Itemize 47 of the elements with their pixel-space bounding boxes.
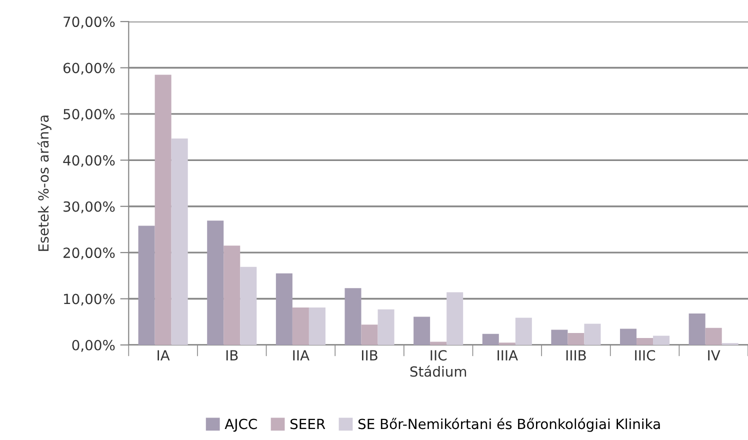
x-tick-label: IIIA — [498, 350, 518, 360]
y-tick-label: 60,00% — [63, 62, 115, 75]
bar — [240, 266, 257, 345]
legend-label: SEER — [290, 418, 326, 430]
bar — [584, 324, 601, 345]
y-tick-label: 10,00% — [64, 294, 115, 306]
bar — [551, 330, 568, 345]
bar — [636, 338, 654, 345]
bar — [308, 308, 326, 345]
bar — [224, 246, 240, 345]
bar — [688, 314, 706, 345]
bar — [378, 309, 394, 345]
bar — [207, 220, 224, 345]
bar — [568, 332, 584, 345]
bar — [344, 288, 362, 345]
bar — [154, 74, 172, 345]
x-tick-label: IIIB — [566, 350, 586, 360]
bar — [446, 292, 464, 345]
bar — [276, 273, 292, 345]
y-tick-label: 70,00% — [64, 16, 115, 28]
bar — [414, 316, 430, 345]
y-tick-label: 30,00% — [64, 201, 115, 214]
bar — [705, 328, 722, 345]
x-tick-label: IA — [158, 350, 170, 360]
bar — [171, 138, 188, 345]
x-tick-label: IB — [226, 350, 238, 360]
bar — [620, 328, 637, 345]
bar — [482, 334, 499, 345]
x-tick-label: IIA — [293, 350, 310, 360]
y-tick-label: 50,00% — [64, 108, 115, 121]
y-axis-title: Esetek %-os aránya — [37, 116, 52, 251]
bar — [292, 308, 309, 345]
bar — [361, 324, 378, 345]
bar — [653, 336, 670, 345]
legend-label: SE Bőr-Nemikórtani és Bőronkológiai Klinika — [358, 418, 660, 432]
legend-label: AJCC — [224, 418, 257, 432]
x-axis-title: Stádium — [410, 365, 466, 377]
y-tick-label: 0,00% — [72, 340, 115, 352]
x-tick-label: IV — [708, 350, 720, 360]
x-tick-label: IIC — [430, 350, 447, 361]
x-tick-label: IIB — [362, 350, 378, 360]
bar — [430, 342, 447, 345]
bar — [138, 226, 155, 345]
y-tick-label: 20,00% — [64, 248, 115, 260]
bar — [515, 318, 532, 345]
y-tick-label: 40,00% — [63, 155, 115, 168]
x-tick-label: IIIC — [635, 350, 656, 361]
